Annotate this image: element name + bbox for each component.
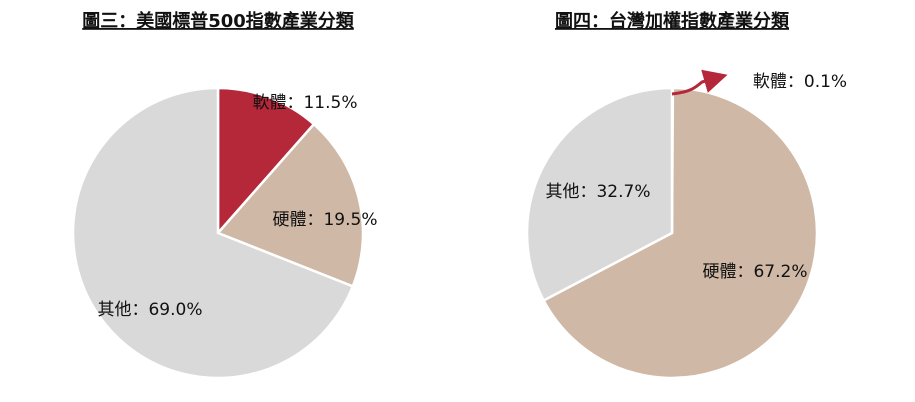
slice-label: 其他：69.0% xyxy=(97,300,202,320)
pie-slice xyxy=(71,86,355,380)
slice-label: 其他：32.7% xyxy=(545,182,650,202)
pie-slice xyxy=(215,122,365,289)
slice-label: 硬體：19.5% xyxy=(272,210,377,230)
chart-title: 圖三：美國標普500指數產業分類 xyxy=(82,10,355,32)
slice-label: 軟體：0.1% xyxy=(753,72,847,92)
slice-label: 硬體：67.2% xyxy=(702,262,807,282)
pie-slice xyxy=(216,86,316,237)
pie-slice xyxy=(525,86,674,303)
slice-label: 軟體：11.5% xyxy=(252,93,357,113)
callout-arrow xyxy=(671,69,728,96)
chart-title: 圖四：台灣加權指數產業分類 xyxy=(555,10,790,32)
pie-slice xyxy=(541,86,819,380)
